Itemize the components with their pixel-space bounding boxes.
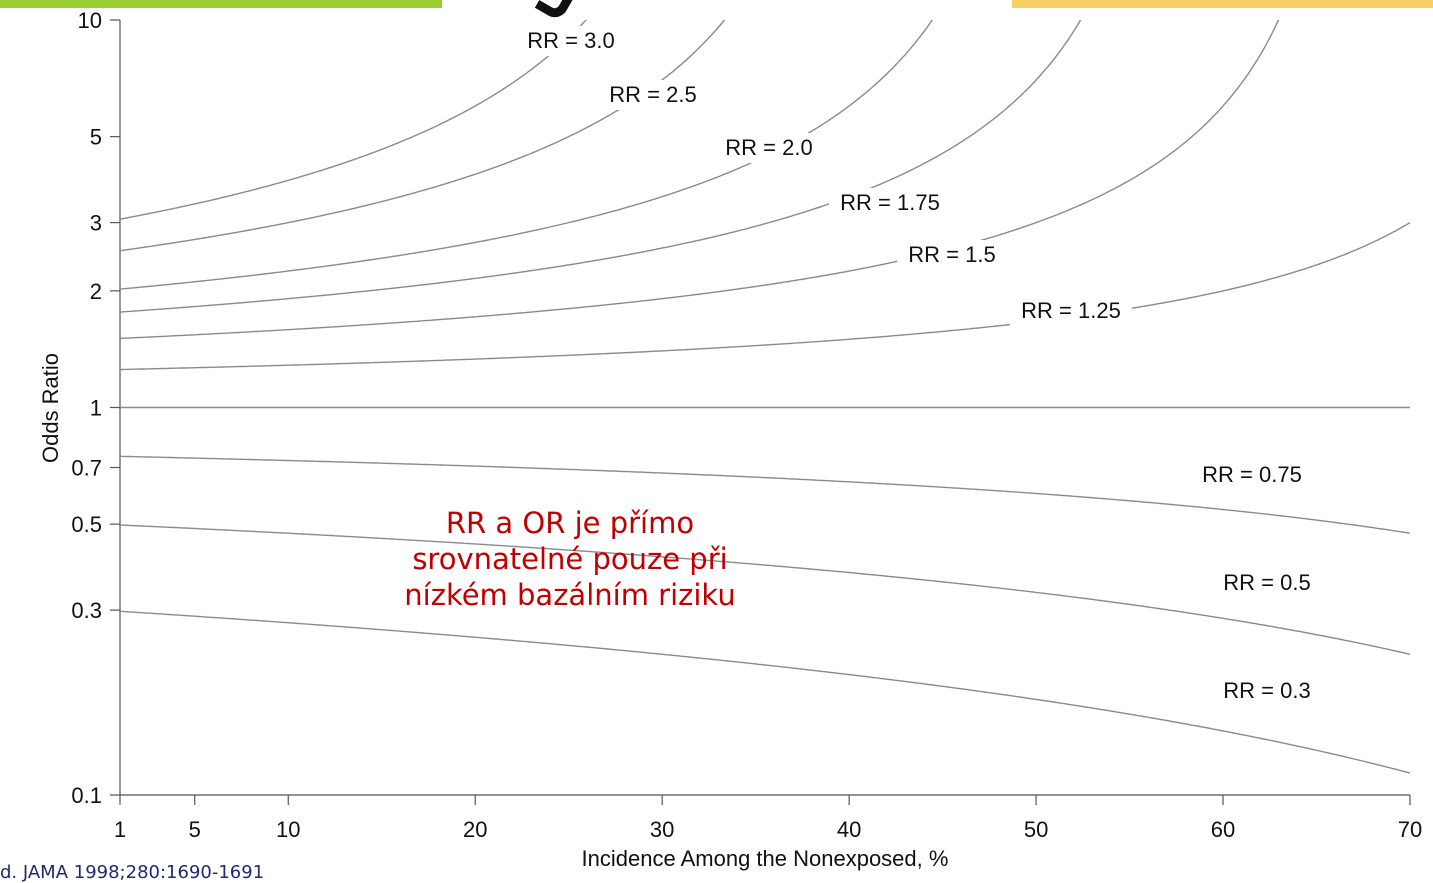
header-accent-bar-right xyxy=(1012,0,1433,8)
series-label-bg xyxy=(1010,296,1132,326)
series-label-bg xyxy=(598,80,708,110)
y-tick-label: 0.3 xyxy=(71,598,102,623)
y-tick-label: 5 xyxy=(90,125,102,150)
series-label: RR = 2.5 xyxy=(609,82,696,107)
series-line xyxy=(120,222,1410,371)
series-label: RR = 1.25 xyxy=(1021,298,1121,323)
series-label-bg xyxy=(714,133,824,163)
y-tick-label: 0.5 xyxy=(71,512,102,537)
series-line xyxy=(120,20,587,220)
series-line xyxy=(120,455,1410,534)
x-tick-label: 20 xyxy=(463,817,487,842)
series-label-bg xyxy=(516,26,626,56)
series-label: RR = 1.5 xyxy=(908,242,995,267)
annotation-note: RR a OR je přímo srovnatelné pouze při n… xyxy=(310,505,830,613)
series-label: RR = 2.0 xyxy=(725,135,812,160)
x-tick-label: 40 xyxy=(837,817,861,842)
x-axis-label: Incidence Among the Nonexposed, % xyxy=(582,846,949,871)
annotation-line-1: RR a OR je přímo xyxy=(445,506,695,540)
series-line xyxy=(120,524,1410,655)
x-tick-label: 10 xyxy=(276,817,300,842)
x-tick-label: 50 xyxy=(1024,817,1048,842)
series-line xyxy=(120,20,934,290)
series-label: RR = 3.0 xyxy=(527,28,614,53)
series-label-bg xyxy=(1191,460,1313,490)
y-tick-label: 0.7 xyxy=(71,456,102,481)
series-label-bg xyxy=(829,188,951,218)
citation: d. JAMA 1998;280:1690-1691 xyxy=(0,862,265,883)
header-accent-bar-left xyxy=(0,0,442,8)
y-tick-label: 0.1 xyxy=(71,783,102,808)
series-line xyxy=(120,610,1410,774)
x-tick-label: 5 xyxy=(189,817,201,842)
x-tick-label: 70 xyxy=(1398,817,1422,842)
series-label-bg xyxy=(1212,676,1322,706)
series-line xyxy=(120,20,1082,313)
y-tick-label: 3 xyxy=(90,211,102,236)
y-tick-label: 10 xyxy=(78,8,102,33)
x-tick-label: 1 xyxy=(114,817,126,842)
series-label: RR = 1.75 xyxy=(840,190,940,215)
annotation-line-2: srovnatelné pouze při xyxy=(412,542,728,576)
series-label: RR = 0.75 xyxy=(1202,462,1302,487)
y-tick-label: 2 xyxy=(90,279,102,304)
series-label: RR = 0.3 xyxy=(1223,678,1310,703)
series-label-bg xyxy=(897,240,1007,270)
series-label-bg xyxy=(1212,568,1322,598)
series-label: RR = 0.5 xyxy=(1223,570,1310,595)
x-tick-label: 30 xyxy=(650,817,674,842)
y-axis-label: Odds Ratio xyxy=(38,353,63,463)
x-tick-label: 60 xyxy=(1211,817,1235,842)
annotation-line-3: nízkém bazálním riziku xyxy=(404,578,736,612)
series-line xyxy=(120,20,1280,340)
y-tick-label: 1 xyxy=(90,396,102,421)
